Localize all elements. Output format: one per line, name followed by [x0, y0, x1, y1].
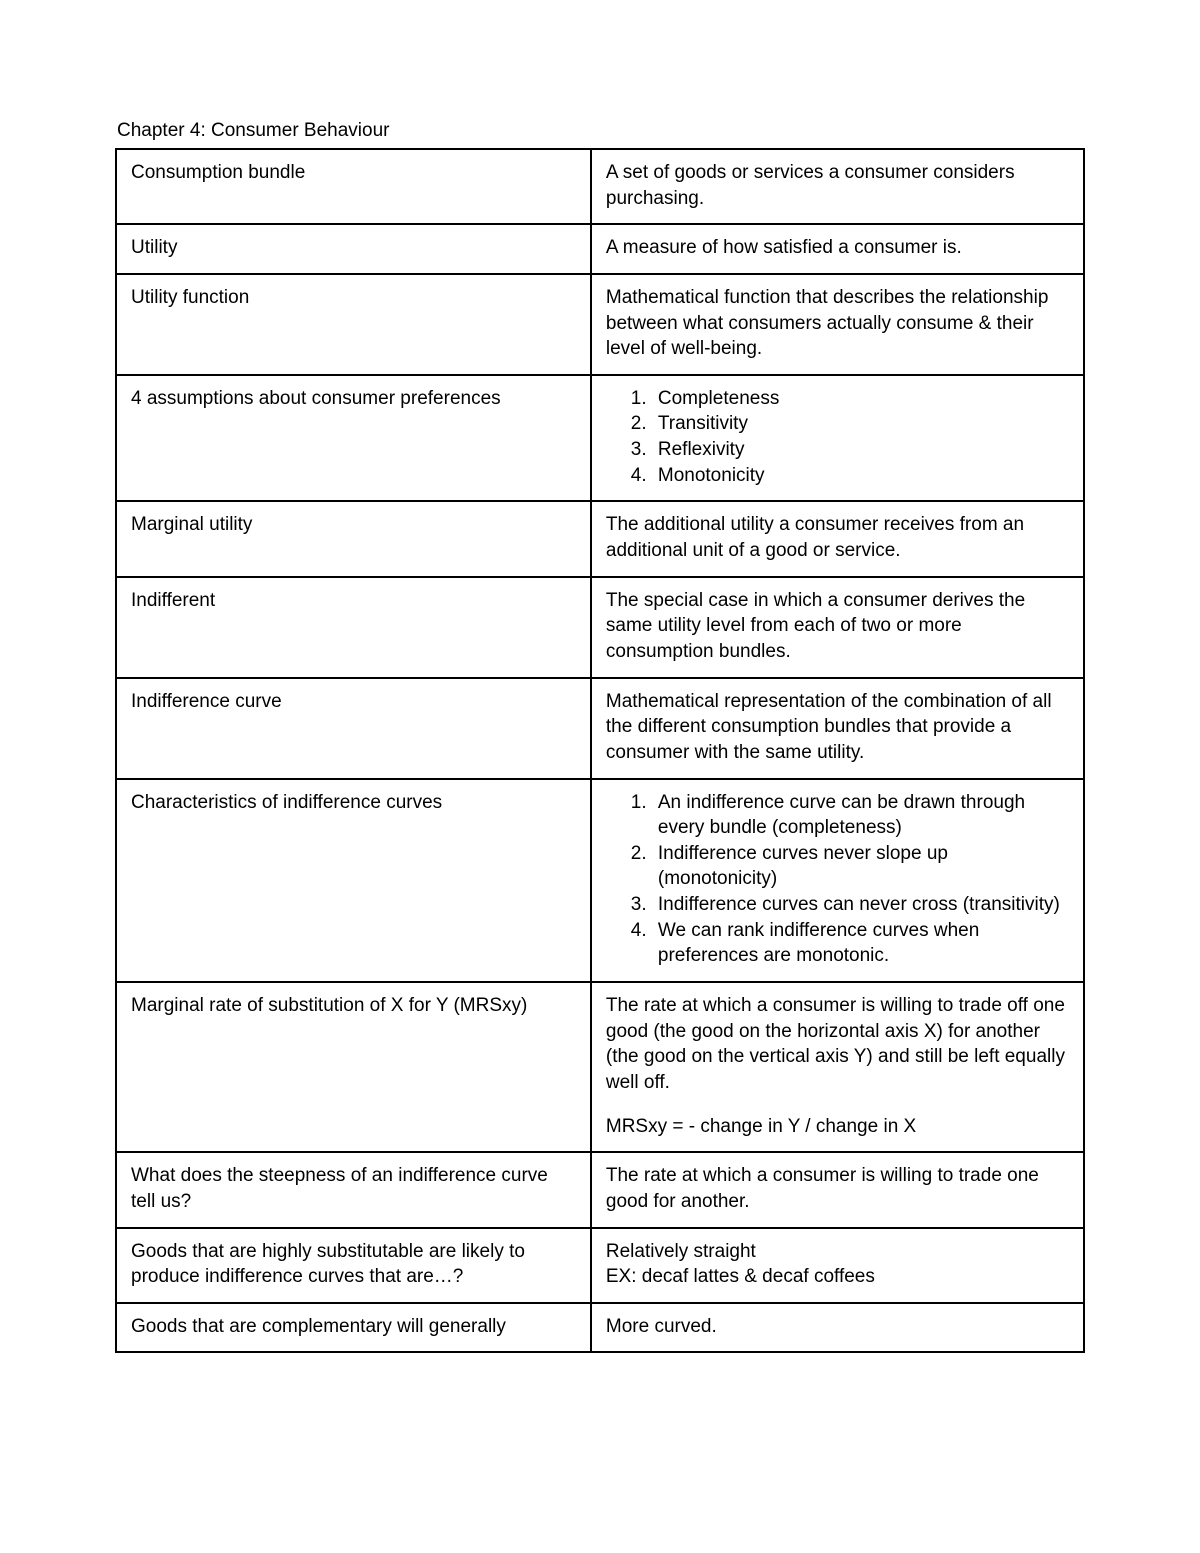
definition-cell: The additional utility a consumer receiv… — [591, 501, 1084, 576]
list-item: Indifference curves never slope up (mono… — [652, 841, 1069, 892]
term-cell: Indifference curve — [116, 678, 591, 779]
chapter-title: Chapter 4: Consumer Behaviour — [117, 120, 1085, 142]
definition-cell: The rate at which a consumer is willing … — [591, 1152, 1084, 1227]
definition-cell: A set of goods or services a consumer co… — [591, 149, 1084, 224]
table-row: Utility functionMathematical function th… — [116, 274, 1084, 375]
table-row: What does the steepness of an indifferen… — [116, 1152, 1084, 1227]
table-row: Goods that are highly substitutable are … — [116, 1228, 1084, 1303]
table-row: IndifferentThe special case in which a c… — [116, 577, 1084, 678]
term-cell: Utility — [116, 224, 591, 274]
list-item: An indifference curve can be drawn throu… — [652, 790, 1069, 841]
list-item: Monotonicity — [652, 463, 1069, 489]
term-cell: Indifferent — [116, 577, 591, 678]
term-cell: Marginal utility — [116, 501, 591, 576]
list-item: Reflexivity — [652, 437, 1069, 463]
definitions-table: Consumption bundleA set of goods or serv… — [115, 148, 1085, 1353]
definition-cell: More curved. — [591, 1303, 1084, 1353]
table-row: UtilityA measure of how satisfied a cons… — [116, 224, 1084, 274]
list-item: We can rank indifference curves when pre… — [652, 918, 1069, 969]
definition-line: Relatively straight — [606, 1239, 1069, 1265]
table-row: Goods that are complementary will genera… — [116, 1303, 1084, 1353]
term-cell: Goods that are complementary will genera… — [116, 1303, 591, 1353]
term-cell: What does the steepness of an indifferen… — [116, 1152, 591, 1227]
list-item: Completeness — [652, 386, 1069, 412]
table-row: Marginal utilityThe additional utility a… — [116, 501, 1084, 576]
definition-cell: Mathematical function that describes the… — [591, 274, 1084, 375]
numbered-list: CompletenessTransitivityReflexivityMonot… — [606, 386, 1069, 489]
numbered-list: An indifference curve can be drawn throu… — [606, 790, 1069, 969]
term-cell: Marginal rate of substitution of X for Y… — [116, 982, 591, 1152]
table-row: Consumption bundleA set of goods or serv… — [116, 149, 1084, 224]
table-row: Marginal rate of substitution of X for Y… — [116, 982, 1084, 1152]
term-cell: Consumption bundle — [116, 149, 591, 224]
table-row: 4 assumptions about consumer preferences… — [116, 375, 1084, 502]
term-cell: Characteristics of indifference curves — [116, 779, 591, 982]
definition-cell: CompletenessTransitivityReflexivityMonot… — [591, 375, 1084, 502]
list-item: Transitivity — [652, 411, 1069, 437]
list-item: Indifference curves can never cross (tra… — [652, 892, 1069, 918]
definition-cell: Relatively straightEX: decaf lattes & de… — [591, 1228, 1084, 1303]
term-cell: Utility function — [116, 274, 591, 375]
document-page: Chapter 4: Consumer Behaviour Consumptio… — [0, 0, 1200, 1353]
term-cell: 4 assumptions about consumer preferences — [116, 375, 591, 502]
definition-cell: A measure of how satisfied a consumer is… — [591, 224, 1084, 274]
definition-cell: An indifference curve can be drawn throu… — [591, 779, 1084, 982]
table-row: Indifference curveMathematical represent… — [116, 678, 1084, 779]
definition-paragraph: The rate at which a consumer is willing … — [606, 993, 1069, 1096]
term-cell: Goods that are highly substitutable are … — [116, 1228, 591, 1303]
definition-cell: Mathematical representation of the combi… — [591, 678, 1084, 779]
definition-line: EX: decaf lattes & decaf coffees — [606, 1264, 1069, 1290]
definition-cell: The special case in which a consumer der… — [591, 577, 1084, 678]
definition-paragraph: MRSxy = - change in Y / change in X — [606, 1114, 1069, 1140]
table-row: Characteristics of indifference curves An… — [116, 779, 1084, 982]
definition-cell: The rate at which a consumer is willing … — [591, 982, 1084, 1152]
